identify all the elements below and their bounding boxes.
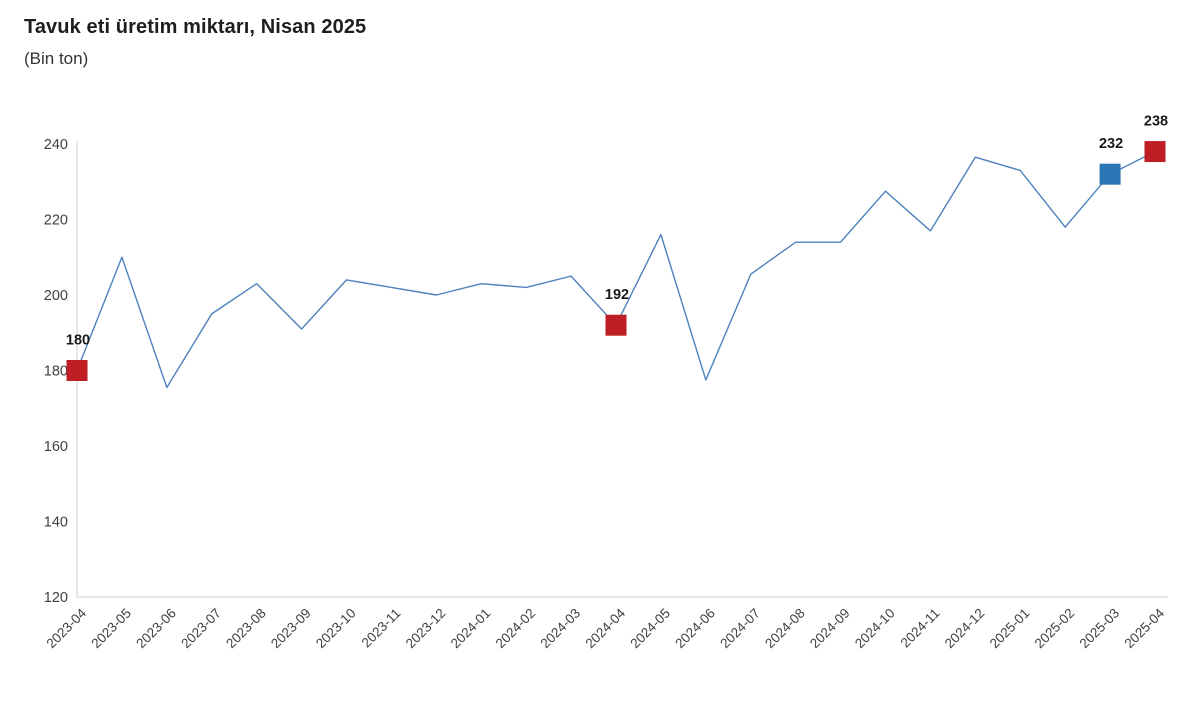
x-tick-label: 2024-03 [538, 606, 584, 652]
x-tick-label: 2024-08 [762, 606, 808, 652]
x-tick-label: 2024-12 [942, 606, 988, 652]
y-tick-label: 180 [44, 364, 68, 380]
x-tick-label: 2024-09 [807, 606, 853, 652]
x-tick-label: 2024-02 [493, 606, 539, 652]
y-tick-label: 160 [44, 439, 68, 455]
y-tick-label: 200 [44, 288, 68, 304]
chart-header: Tavuk eti üretim miktarı, Nisan 2025 (Bi… [24, 16, 366, 69]
y-tick-label: 120 [44, 590, 68, 606]
x-tick-label: 2025-03 [1077, 606, 1123, 652]
x-tick-label: 2024-01 [448, 606, 494, 652]
data-point-label-2024-04: 192 [605, 287, 629, 303]
data-point-marker-2023-04 [66, 360, 88, 381]
x-tick-label: 2024-05 [627, 606, 673, 652]
chart-title: Tavuk eti üretim miktarı, Nisan 2025 [24, 16, 367, 38]
x-tick-label: 2023-05 [88, 606, 134, 652]
data-point-label-2025-04: 238 [1144, 114, 1168, 130]
series-line [76, 150, 1156, 389]
x-tick-label: 2024-04 [582, 605, 628, 651]
chart-subtitle: (Bin ton) [24, 49, 89, 68]
data-point-marker-2025-04 [1144, 141, 1166, 163]
x-tick-label: 2023-12 [403, 606, 449, 652]
x-tick-label: 2025-01 [987, 606, 1033, 652]
x-tick-label: 2023-10 [313, 606, 359, 652]
y-tick-label: 240 [44, 137, 68, 153]
data-point-label-2023-04: 180 [66, 333, 90, 349]
x-tick-label: 2023-07 [178, 606, 224, 652]
x-tick-label: 2024-07 [717, 606, 763, 652]
x-tick-label: 2023-09 [268, 606, 314, 652]
x-tick-label: 2023-06 [133, 606, 179, 652]
data-point-label-2025-03: 232 [1099, 136, 1123, 152]
x-tick-label: 2024-06 [672, 606, 718, 652]
data-point-marker-2025-03 [1099, 163, 1121, 185]
x-tick-label: 2025-02 [1032, 606, 1078, 652]
y-tick-label: 220 [44, 213, 68, 229]
y-tick-label: 140 [44, 515, 68, 531]
x-tick-label: 2024-11 [898, 606, 943, 651]
x-tick-label: 2023-08 [223, 606, 269, 652]
data-point-marker-2024-04 [605, 314, 627, 336]
x-tick-label: 2024-10 [852, 606, 898, 652]
x-tick-label: 2023-04 [43, 605, 89, 651]
x-tick-label: 2025-04 [1121, 605, 1167, 651]
x-tick-label: 2023-11 [359, 606, 404, 651]
